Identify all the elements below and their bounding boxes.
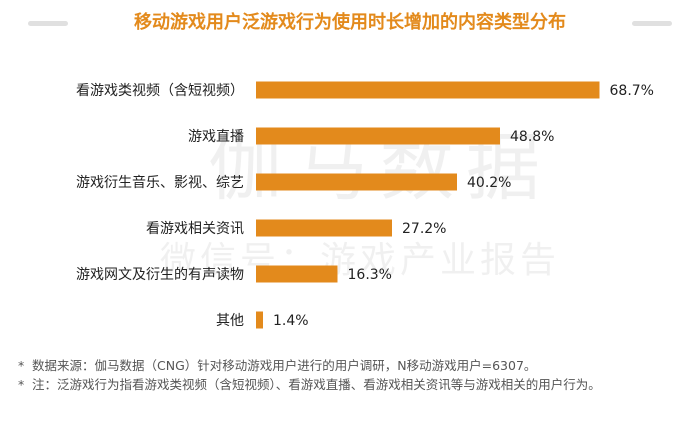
bar-chart: 看游戏类视频（含短视频） 68.7% 游戏直播 48.8% 游戏衍生音乐、影视、综艺 40…: [76, 81, 654, 329]
chart-title: 移动游戏用户泛游戏行为使用时长增加的内容类型分布: [134, 12, 566, 33]
category-label: 其他: [216, 313, 244, 329]
bar: [256, 265, 338, 283]
category-label: 看游戏类视频（含短视频）: [76, 83, 244, 99]
bar: [256, 173, 457, 191]
footnote-source: * 数据来源：伽马数据（CNG）针对移动游戏用户进行的用户调研，N移动游戏用户=…: [18, 356, 688, 375]
footnote-source-text: 数据来源：伽马数据（CNG）针对移动游戏用户进行的用户调研，N移动游戏用户=63…: [32, 358, 537, 373]
footnote-definition-text: 注：泛游戏行为指看游戏类视频（含短视频）、看游戏直播、看游戏相关资讯等与游戏相关…: [32, 377, 601, 392]
value-label: 68.7%: [610, 83, 654, 99]
value-label: 1.4%: [273, 313, 309, 329]
category-label: 游戏直播: [188, 128, 244, 145]
value-label: 27.2%: [402, 221, 446, 237]
title-deco-line-right: [632, 21, 672, 26]
chart-header: 移动游戏用户泛游戏行为使用时长增加的内容类型分布: [0, 0, 700, 44]
bar: [256, 311, 263, 329]
footnote-marker: *: [18, 377, 25, 392]
category-label: 看游戏相关资讯: [146, 221, 244, 237]
category-label: 游戏衍生音乐、影视、综艺: [76, 174, 244, 191]
value-label: 48.8%: [510, 129, 554, 145]
title-deco-line-left: [28, 21, 68, 26]
footnote-definition: * 注：泛游戏行为指看游戏类视频（含短视频）、看游戏直播、看游戏相关资讯等与游戏…: [18, 375, 688, 394]
bar: [256, 127, 500, 145]
bar: [256, 219, 392, 237]
category-label: 游戏网文及衍生的有声读物: [76, 266, 244, 283]
footnote-marker: *: [18, 358, 25, 373]
value-label: 40.2%: [467, 175, 511, 191]
footnotes: * 数据来源：伽马数据（CNG）针对移动游戏用户进行的用户调研，N移动游戏用户=…: [18, 356, 688, 394]
value-label: 16.3%: [348, 267, 392, 283]
bar: [256, 81, 600, 99]
